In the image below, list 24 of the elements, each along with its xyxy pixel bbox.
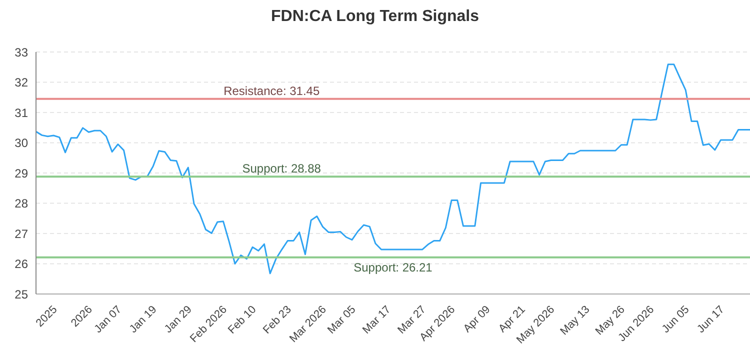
- x-tick-label: Jan 07: [92, 304, 124, 336]
- y-tick-label: 25: [14, 287, 28, 302]
- y-tick-label: 26: [14, 257, 28, 272]
- ref-line-label: Support: 28.88: [242, 162, 322, 176]
- x-tick-label: Jun 05: [660, 304, 692, 336]
- line-series: [36, 64, 750, 274]
- ref-line-label: Support: 26.21: [354, 260, 433, 274]
- y-tick-label: 32: [14, 76, 28, 90]
- y-tick-label: 33: [14, 45, 28, 60]
- ref-line-label: Resistance: 31.45: [224, 84, 320, 98]
- y-tick-label: 30: [14, 136, 28, 150]
- x-tick-label: May 13: [558, 304, 592, 338]
- x-tick-label: Mar 17: [360, 304, 394, 336]
- x-tick-label: Feb 23: [261, 304, 294, 336]
- y-tick-label: 29: [14, 166, 28, 180]
- x-tick-label: Mar 05: [325, 304, 358, 336]
- x-tick-label: Apr 09: [461, 304, 493, 336]
- y-tick-label: 28: [14, 196, 28, 211]
- x-tick-label: Jun 17: [695, 304, 727, 336]
- x-tick-label: Feb 10: [226, 304, 259, 336]
- x-tick-label: Jan 19: [127, 304, 160, 336]
- chart-title: FDN:CA Long Term Signals: [270, 7, 480, 27]
- y-tick-label: 31: [14, 106, 28, 120]
- y-tick-label: 27: [14, 226, 28, 241]
